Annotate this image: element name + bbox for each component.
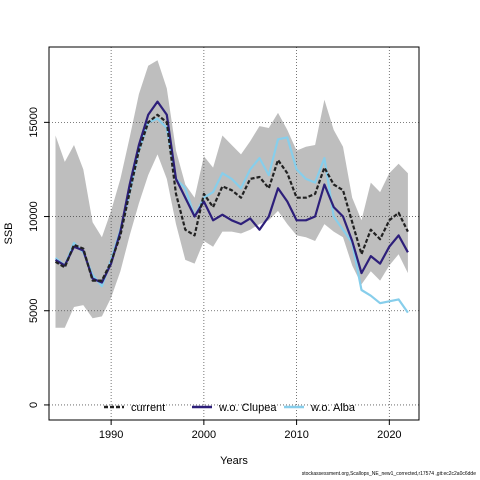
x-axis-ticks: 1990 2000 2010 2020 bbox=[99, 420, 402, 441]
confidence-band-layer bbox=[55, 60, 408, 328]
legend-label: w.o. Alba bbox=[310, 402, 356, 414]
x-axis-label: Years bbox=[220, 455, 248, 467]
series-line-w-o-clupea bbox=[54, 100, 409, 284]
y-tick-label: 0 bbox=[28, 402, 40, 408]
x-tick-label: 2020 bbox=[377, 429, 401, 441]
footer-note: stockassessment.org,Scallops_NE_new1_cor… bbox=[301, 471, 476, 477]
y-axis-label: SSB bbox=[3, 222, 15, 244]
legend-label: current bbox=[131, 402, 165, 414]
legend: current w.o. Clupea w.o. Alba bbox=[104, 402, 356, 414]
legend-label: w.o. Clupea bbox=[218, 402, 277, 414]
y-tick-label: 15000 bbox=[28, 107, 40, 138]
series-line-current bbox=[54, 113, 409, 282]
y-tick-label: 10000 bbox=[28, 201, 40, 232]
x-tick-label: 1990 bbox=[99, 429, 123, 441]
y-axis-ticks: 0 5000 10000 15000 bbox=[28, 107, 49, 408]
plot-frame bbox=[48, 46, 420, 421]
y-tick-label: 5000 bbox=[28, 298, 40, 322]
x-tick-label: 2000 bbox=[192, 429, 216, 441]
grid-layer bbox=[49, 47, 419, 420]
confidence-band bbox=[55, 60, 408, 328]
series-layer bbox=[54, 100, 409, 314]
x-tick-label: 2010 bbox=[284, 429, 308, 441]
